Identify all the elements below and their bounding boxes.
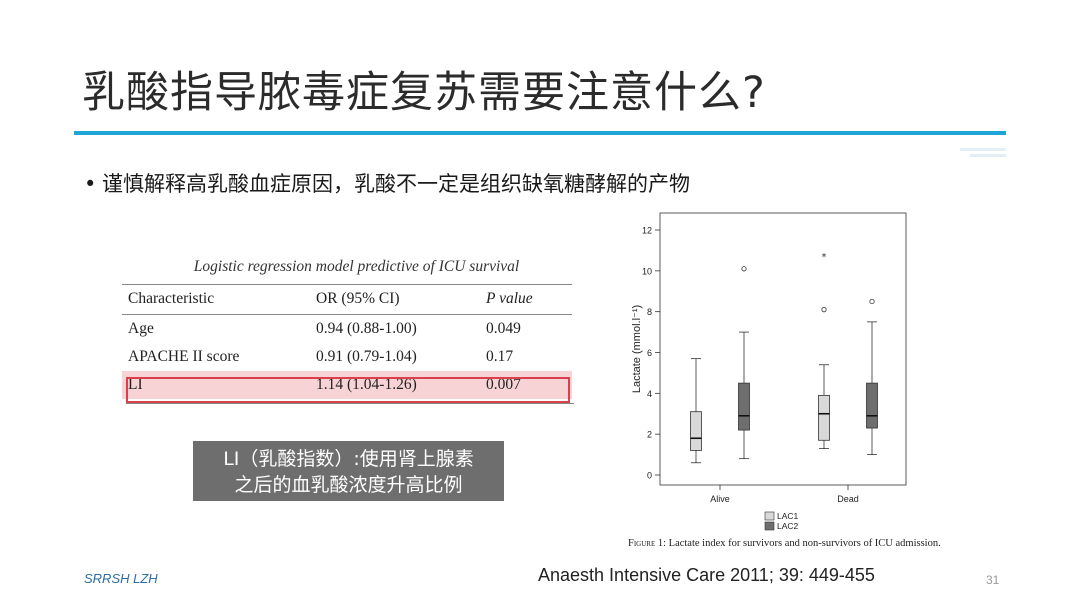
outlier-point	[821, 307, 827, 313]
regression-table: Characteristic OR (95% CI) P value Age 0…	[122, 284, 572, 399]
table-row: Age 0.94 (0.88-1.00) 0.049	[122, 315, 572, 344]
cell-pvalue: 0.049	[486, 320, 521, 337]
table-row: APACHE II score 0.91 (0.79-1.04) 0.17	[122, 343, 572, 371]
footer-author: SRRSH LZH	[84, 571, 158, 586]
cell-characteristic: Age	[128, 320, 154, 337]
y-axis-label: Lactate (mmol.l⁻¹)	[631, 305, 643, 393]
footer-reference: Anaesth Intensive Care 2011; 39: 449-455	[538, 565, 875, 585]
y-tick-label: 10	[642, 266, 652, 276]
header-characteristic: Characteristic	[122, 284, 310, 315]
plot-frame	[659, 212, 907, 486]
box-lac1-alive	[690, 411, 702, 451]
figure-caption-text: Lactate index for survivors and non-surv…	[668, 538, 941, 549]
y-tick-label: 4	[647, 389, 652, 399]
legend-label: LAC2	[777, 521, 799, 531]
boxes: *	[690, 252, 878, 464]
table-bottom-rule	[126, 403, 574, 404]
cell-or: 0.94 (0.88-1.00)	[316, 320, 417, 337]
header-pvalue: P value	[480, 284, 572, 315]
box-lac2-alive	[738, 382, 750, 431]
decorative-dots	[960, 148, 1006, 157]
table-caption: Logistic regression model predictive of …	[193, 258, 520, 275]
legend-label: LAC1	[777, 511, 799, 521]
page-number: 31	[986, 573, 1000, 587]
extreme-point: *	[822, 252, 827, 263]
slide-title: 乳酸指导脓毒症复苏需要注意什么?	[82, 68, 766, 118]
regression-table-block: Logistic regression model predictive of …	[122, 258, 577, 399]
note-box: LI（乳酸指数）:使用肾上腺素 之后的血乳酸浓度升高比例	[193, 441, 504, 501]
cell-characteristic: APACHE II score	[128, 348, 240, 365]
x-tick-label: Dead	[837, 494, 859, 504]
title-rule	[74, 131, 1006, 135]
highlight-outline	[126, 377, 570, 403]
y-tick-label: 12	[642, 226, 652, 236]
box-lac1-dead	[818, 394, 830, 441]
lactate-boxplot-chart: Lactate (mmol.l⁻¹) 0 2 4 6 8 10 12 Alive Dead *…	[631, 212, 907, 531]
box-lac2-dead	[866, 382, 878, 429]
figure-caption: Figure 1: Lactate index for survivors an…	[628, 537, 958, 550]
y-tick-label: 6	[647, 348, 652, 358]
cell-characteristic: LI	[122, 371, 310, 399]
y-ticks: 0 2 4 6 8 10 12	[642, 226, 660, 481]
outlier-point	[869, 298, 875, 305]
note-line-1: LI（乳酸指数）:使用肾上腺素	[223, 448, 474, 470]
note-line-2: 之后的血乳酸浓度升高比例	[234, 474, 463, 496]
legend-swatch	[764, 521, 775, 531]
legend-swatch	[764, 511, 775, 521]
header-p-italic: P value	[486, 290, 533, 307]
bullet-dot: •	[84, 172, 97, 196]
x-ticks: Alive Dead	[710, 485, 859, 504]
cell-or: 1.14 (1.04-1.26)	[310, 371, 480, 399]
cell-or: 0.91 (0.79-1.04)	[316, 348, 417, 365]
outlier-point	[741, 266, 747, 272]
cell-pvalue: 0.17	[486, 348, 514, 365]
x-tick-label: Alive	[710, 494, 730, 504]
bullet-item: • 谨慎解释高乳酸血症原因，乳酸不一定是组织缺氧糖酵解的产物	[84, 168, 690, 198]
figure-label: Figure 1:	[628, 538, 667, 549]
y-tick-label: 0	[647, 471, 652, 481]
y-tick-label: 8	[647, 307, 652, 317]
table-row-highlighted: LI 1.14 (1.04-1.26) 0.007	[122, 371, 572, 399]
table-header-row: Characteristic OR (95% CI) P value	[122, 284, 572, 315]
bullet-text: 谨慎解释高乳酸血症原因，乳酸不一定是组织缺氧糖酵解的产物	[102, 172, 690, 196]
header-or: OR (95% CI)	[310, 284, 480, 315]
y-tick-label: 2	[647, 430, 652, 440]
cell-pvalue: 0.007	[480, 371, 572, 399]
